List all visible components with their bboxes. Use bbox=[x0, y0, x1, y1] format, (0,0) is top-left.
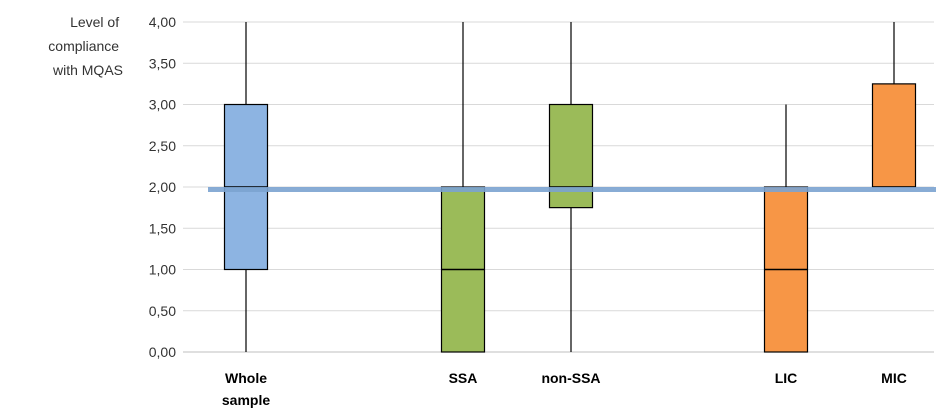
category-label: SSA bbox=[449, 370, 478, 386]
box-rect bbox=[871, 83, 917, 188]
y-tick-label: 4,00 bbox=[149, 14, 176, 30]
y-axis-label-line-1: Level of bbox=[70, 14, 119, 30]
y-tick-labels: 0,00 0,50 1,00 1,50 2,00 2,50 3,00 3,50 4,00 bbox=[149, 14, 176, 360]
y-tick-label: 3,00 bbox=[149, 97, 176, 113]
box-3 bbox=[763, 104, 809, 353]
y-tick-label: 2,50 bbox=[149, 138, 176, 154]
y-axis-label-line-2: compliance bbox=[48, 38, 119, 54]
category-label-line: Whole bbox=[225, 370, 267, 386]
category-labels: Whole sample SSA non-SSA LIC MIC bbox=[222, 370, 907, 408]
category-label-line: sample bbox=[222, 392, 270, 408]
category-label-line: MIC bbox=[881, 370, 907, 386]
category-label: non-SSA bbox=[541, 370, 600, 386]
category-label: MIC bbox=[881, 370, 907, 386]
y-tick-label: 0,00 bbox=[149, 344, 176, 360]
box-4 bbox=[871, 22, 917, 188]
category-label: Whole sample bbox=[222, 370, 270, 408]
category-label: LIC bbox=[775, 370, 798, 386]
y-tick-label: 1,00 bbox=[149, 262, 176, 278]
category-label-line: non-SSA bbox=[541, 370, 600, 386]
y-tick-label: 2,00 bbox=[149, 179, 176, 195]
category-label-line: LIC bbox=[775, 370, 798, 386]
y-tick-label: 3,50 bbox=[149, 55, 176, 71]
box-rect bbox=[548, 103, 594, 209]
y-tick-label: 0,50 bbox=[149, 303, 176, 319]
y-axis-label-line-3: with MQAS bbox=[52, 62, 123, 78]
y-axis-label: Level of compliance with MQAS bbox=[48, 14, 123, 78]
category-label-line: SSA bbox=[449, 370, 478, 386]
y-tick-label: 1,50 bbox=[149, 220, 176, 236]
